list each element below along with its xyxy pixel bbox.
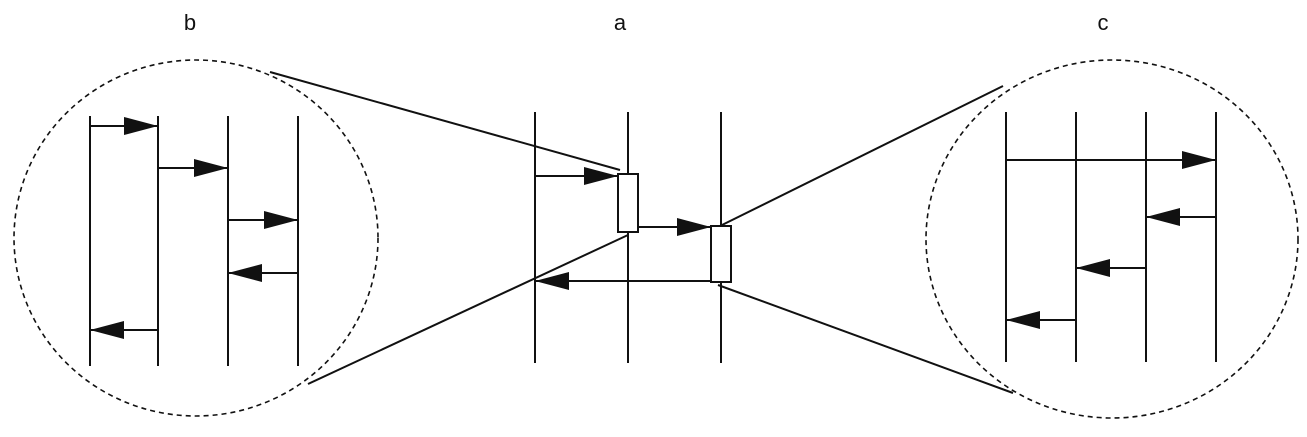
zoom-line-c-top: [719, 85, 1004, 227]
zoom-detail-c: [925, 59, 1299, 419]
zoom-circle-b: [13, 59, 379, 417]
zoom-circle-c: [925, 59, 1299, 419]
zoom-line-b-bottom: [307, 234, 629, 385]
panel-label-b: b: [184, 10, 196, 35]
activation-box-a-2: [710, 225, 732, 283]
zoom-detail-b: [13, 59, 379, 417]
zoom-line-c-bottom: [717, 284, 1014, 394]
panel-label-c: c: [1098, 10, 1109, 35]
activation-box-a-1: [617, 173, 639, 233]
panel-label-a: a: [614, 10, 627, 35]
sequence-overview-a: [534, 112, 732, 363]
zoom-line-b-top: [269, 71, 621, 171]
zoom-connectors: [269, 71, 1014, 394]
